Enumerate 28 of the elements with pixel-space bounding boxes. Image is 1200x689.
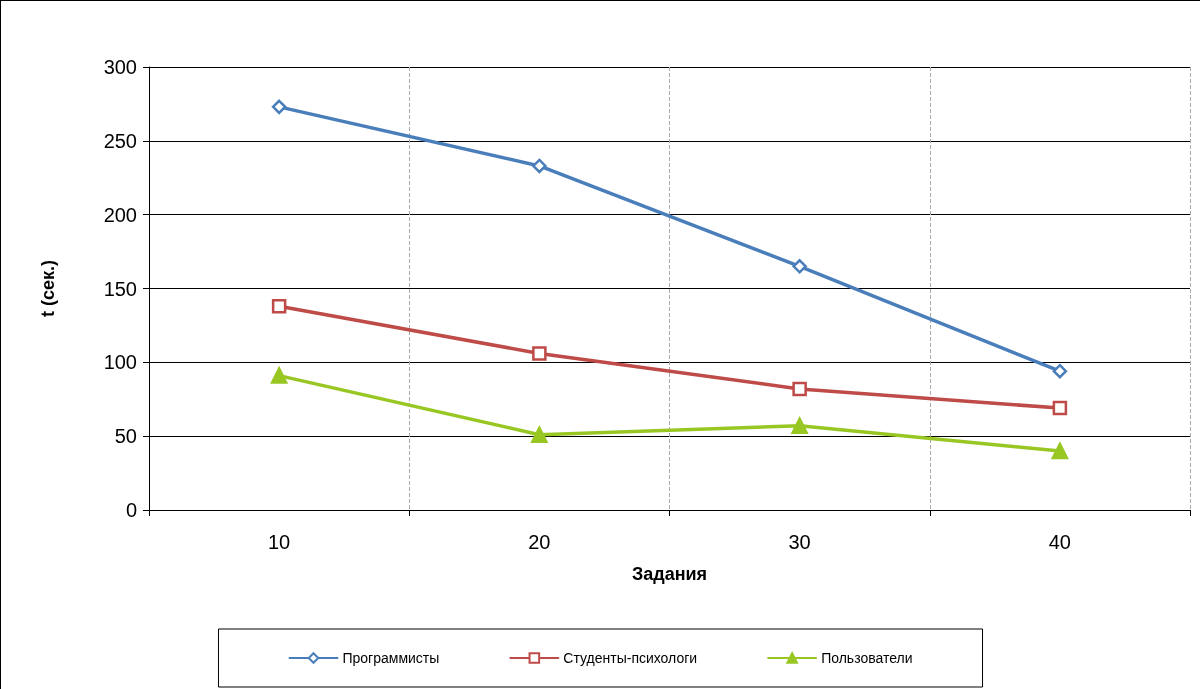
point xyxy=(1051,442,1069,460)
y-tick-label: 100 xyxy=(103,351,137,374)
point xyxy=(532,158,547,174)
point xyxy=(1052,363,1068,379)
point xyxy=(791,417,808,435)
legend-label: Пользователи xyxy=(821,650,913,666)
legend-label: Студенты-психологи xyxy=(563,650,698,666)
y-tick-label: 50 xyxy=(114,425,137,448)
y-axis-title: t (сек.) xyxy=(38,259,58,318)
x-tick-label: 10 xyxy=(268,531,291,553)
point xyxy=(532,346,547,361)
point xyxy=(792,259,807,274)
point xyxy=(1052,400,1068,416)
legend-label: Программисты xyxy=(342,650,440,666)
point xyxy=(271,99,287,115)
x-axis-title: Задания xyxy=(631,564,708,584)
x-tick-label: 20 xyxy=(528,531,551,553)
y-tick-label: 200 xyxy=(103,203,137,226)
point xyxy=(271,298,287,314)
y-tick-label: 150 xyxy=(103,277,137,300)
x-tick-label: 30 xyxy=(788,531,811,553)
y-tick-label: 300 xyxy=(103,56,137,78)
point xyxy=(792,381,807,397)
point xyxy=(531,426,548,443)
y-tick-label: 250 xyxy=(103,129,137,152)
point xyxy=(270,367,288,384)
x-tick-label: 40 xyxy=(1048,531,1071,553)
y-tick-label: 0 xyxy=(125,499,137,521)
